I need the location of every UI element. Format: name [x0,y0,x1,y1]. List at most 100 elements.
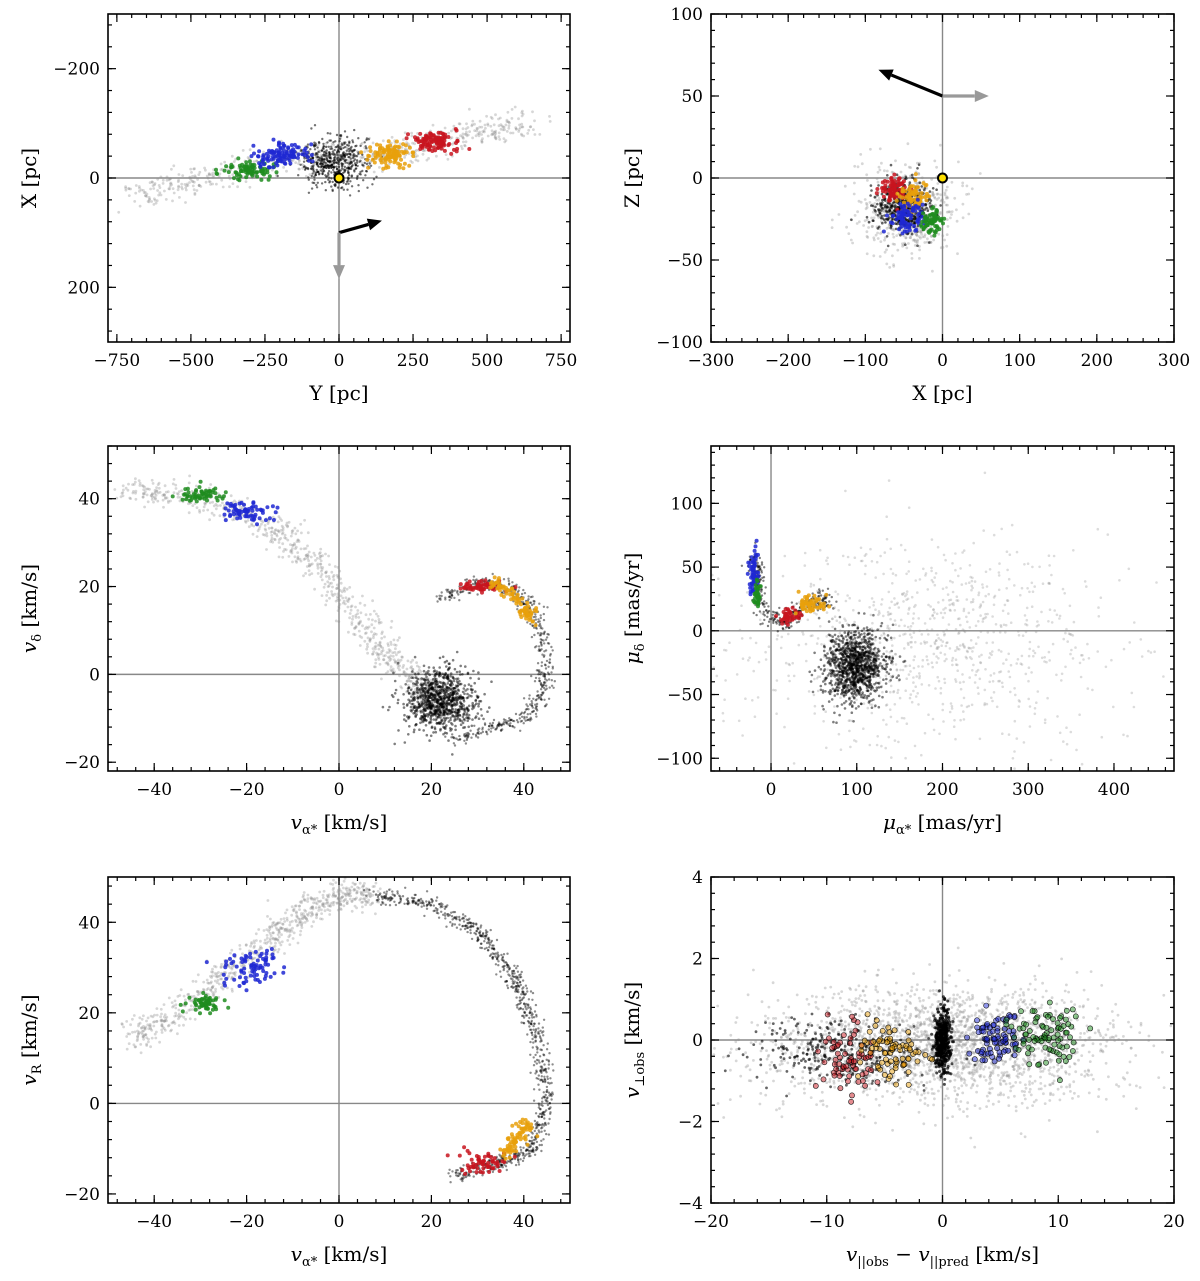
data-point [476,593,479,596]
x-tick-label: 100 [1003,351,1035,371]
data-point [445,690,448,693]
data-point [326,159,329,162]
data-point [462,687,466,690]
data-point [327,170,331,173]
data-point [887,217,890,221]
data-point [868,201,872,204]
data-point [222,168,227,173]
data-point [892,235,896,239]
data-point [165,178,169,182]
data-point [351,164,354,167]
data-point [409,688,413,692]
data-point [532,128,535,132]
data-point [223,160,227,164]
data-point [451,708,454,711]
data-point [909,236,912,240]
data-point [470,736,473,739]
data-point [150,478,154,482]
data-point [516,591,519,594]
data-point [385,651,389,654]
data-point [466,688,469,691]
data-point [340,148,343,151]
data-point [369,164,373,167]
data-point [291,543,294,547]
data-point [157,481,161,485]
data-point [471,688,474,691]
data-point [459,134,462,138]
data-point [384,672,388,675]
data-point [520,133,524,137]
data-point [509,131,512,135]
data-point [167,499,170,503]
data-point [377,653,381,656]
data-point [325,599,329,603]
data-point [430,687,434,691]
data-point [876,237,880,240]
data-point [875,198,879,202]
data-point [244,180,248,184]
data-point [237,178,242,183]
data-point [445,732,449,735]
data-point [276,143,281,148]
data-point [155,489,159,492]
data-point [342,181,345,184]
data-point [297,167,301,171]
data-point [865,218,869,222]
data-point [520,114,524,118]
data-point [883,169,886,173]
data-point [404,719,408,723]
data-point [497,721,501,724]
data-point [284,523,288,527]
data-point [232,176,236,181]
data-point [892,264,896,268]
data-point [251,143,256,148]
data-point [309,157,313,160]
data-point [901,175,905,179]
data-point [257,527,261,531]
arrow-black-head [878,69,894,81]
data-point [163,493,167,497]
data-point [443,660,447,664]
data-point [195,484,198,488]
data-point [281,542,285,546]
data-point [207,172,211,176]
data-point [319,555,323,558]
data-point [955,208,958,212]
data-point [416,677,420,681]
data-point [134,491,137,495]
data-point [930,178,934,181]
data-point [502,721,506,724]
data-point [901,242,904,246]
data-point [150,493,153,497]
data-point [427,703,431,706]
data-point [550,645,553,649]
data-point [429,705,432,708]
data-point [143,490,147,493]
data-point [120,492,124,495]
data-point [425,143,430,148]
data-point [296,529,299,533]
data-point [434,710,438,713]
data-point [446,692,450,696]
data-point [422,729,426,732]
data-point [150,495,154,499]
data-point [166,490,170,494]
data-point [422,689,425,693]
data-point [429,718,433,722]
data-point [881,221,884,225]
data-point [865,206,869,209]
data-point [295,540,299,543]
data-point [531,624,534,627]
data-point [397,165,402,170]
data-point [320,569,323,573]
data-point [883,238,886,242]
data-point [190,490,194,493]
data-point [288,161,293,166]
data-point [481,130,485,134]
data-point [327,554,330,558]
data-point [286,524,290,528]
data-point [354,163,357,167]
data-point [466,716,470,720]
data-point [386,165,391,170]
